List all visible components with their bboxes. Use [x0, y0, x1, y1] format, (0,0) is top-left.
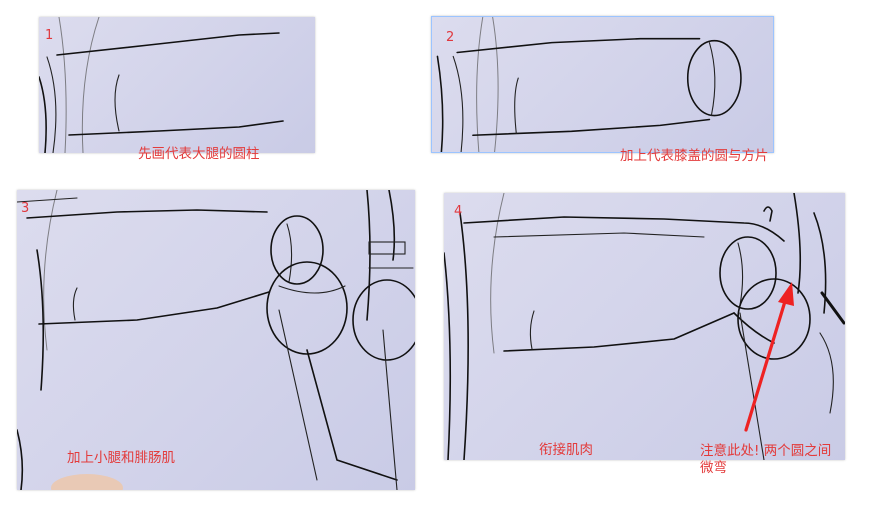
annotation-line-1: 注意此处! 两个圆之间: [700, 443, 832, 459]
caption-step-2: 加上代表膝盖的圆与方片: [620, 148, 769, 164]
sketch-panel-4: 4: [444, 193, 845, 460]
annotation-line-2: 微弯: [700, 459, 727, 476]
panel-number: 4: [454, 204, 463, 219]
panel-number: 2: [446, 30, 455, 45]
sketch-thigh-cylinder: [39, 17, 284, 153]
sketch-panel-3: 3: [17, 190, 415, 490]
sketch-panel-2: 2: [431, 16, 774, 153]
sketch-knee-circle: [436, 17, 742, 152]
panel-number: 3: [21, 201, 30, 216]
sketch-connect-muscles: [444, 193, 845, 460]
annotation-note: 注意此处! 两个圆之间 微弯: [700, 443, 880, 477]
sketch-calf-gastrocnemius: [17, 190, 415, 490]
caption-step-3: 加上小腿和腓肠肌: [67, 450, 175, 466]
caption-step-4: 衔接肌肉: [539, 442, 593, 458]
caption-step-1: 先画代表大腿的圆柱: [138, 146, 260, 162]
panel-number: 1: [45, 28, 54, 43]
sketch-panel-1: 1: [39, 17, 315, 153]
